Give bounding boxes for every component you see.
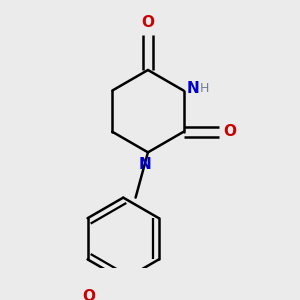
Text: O: O <box>141 15 154 30</box>
Text: N: N <box>187 81 200 96</box>
Text: O: O <box>82 289 95 300</box>
Text: H: H <box>200 82 209 95</box>
Text: N: N <box>138 157 151 172</box>
Text: O: O <box>224 124 236 139</box>
